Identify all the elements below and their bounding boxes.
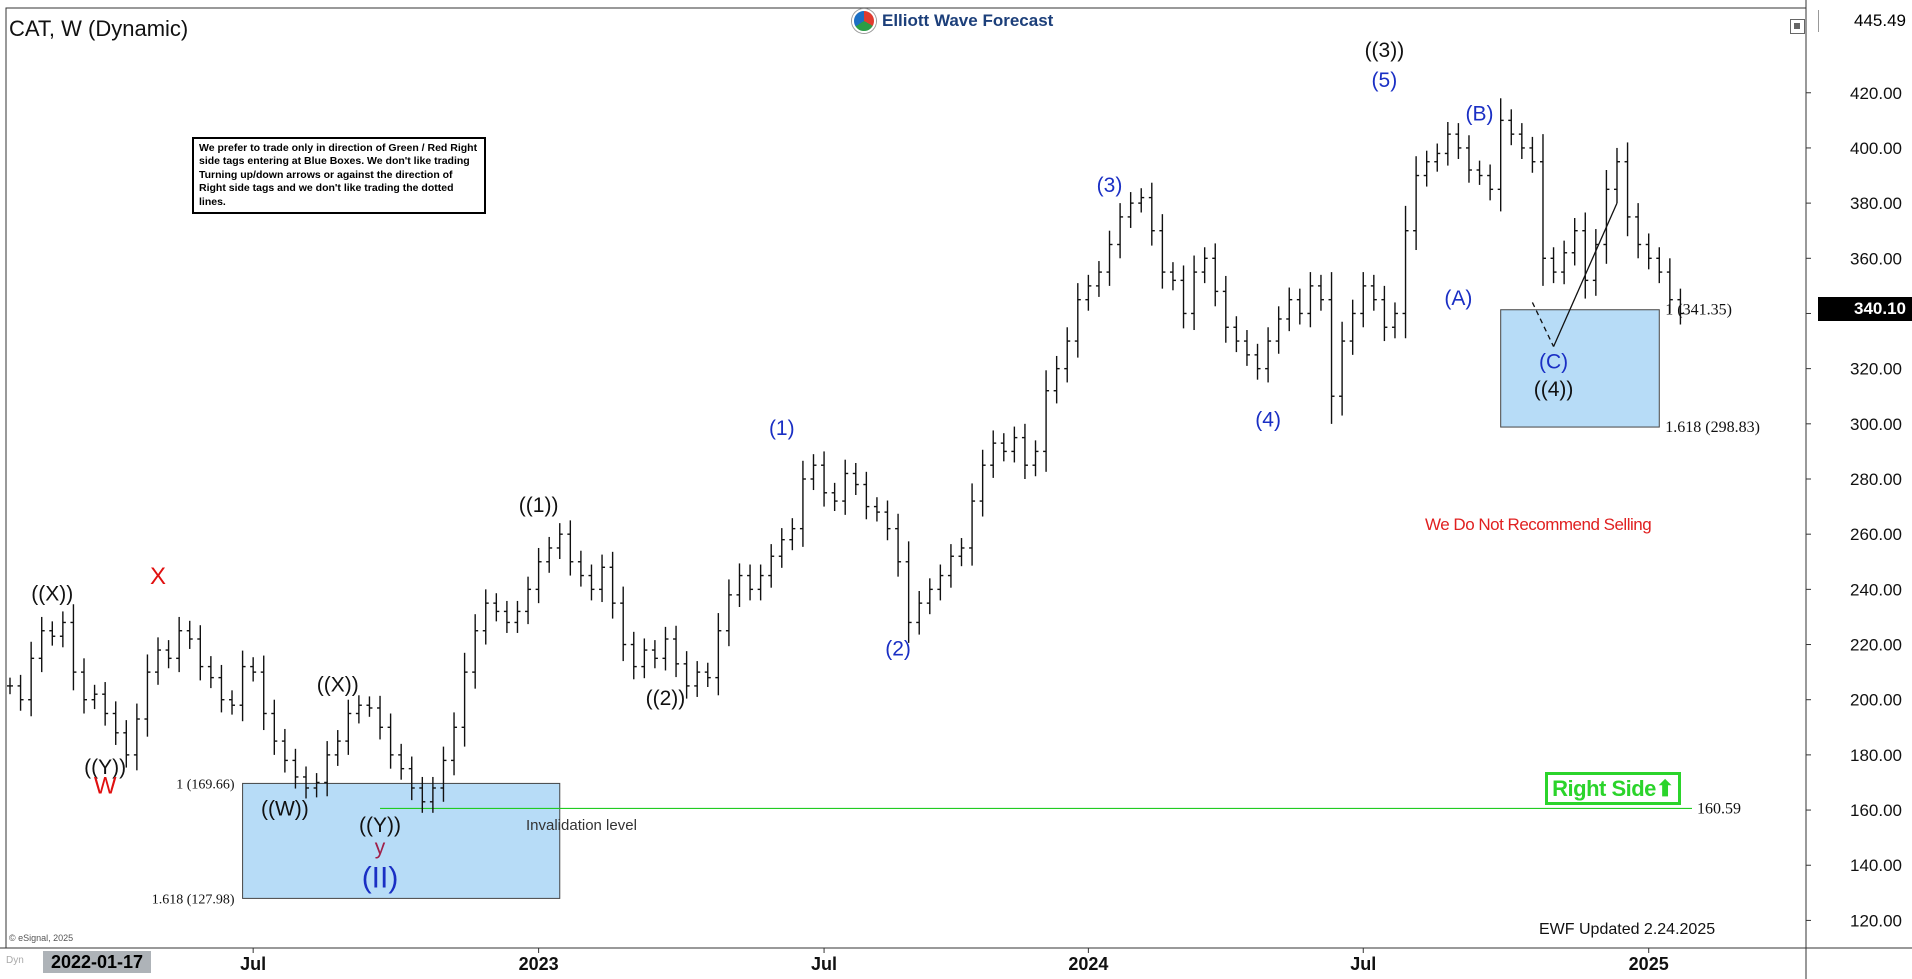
wave-label: ((Y)) [359,814,401,837]
y-tick-label: 140.00 [1850,856,1902,875]
projection-line [1552,202,1618,347]
copyright-text: © eSignal, 2025 [9,933,74,943]
wave-label: ((W)) [261,798,309,821]
wave-label: (4) [1255,409,1281,432]
y-tick-label: 260.00 [1850,525,1902,544]
top-price-tag: 445.49 [1818,10,1912,32]
y-tick-label: 300.00 [1850,415,1902,434]
projection-dashed [1531,302,1555,347]
fib-box [1500,309,1660,428]
trading-note: We prefer to trade only in direction of … [192,137,486,215]
y-tick-label: 360.00 [1850,249,1902,268]
warning-text: We Do Not Recommend Selling [1425,515,1652,534]
wave-label: ((X)) [31,582,73,605]
start-date-tag: 2022-01-17 [43,951,151,973]
y-tick-label: 240.00 [1850,580,1902,599]
wave-label: (C) [1539,351,1568,374]
x-tick-label: Jul [1350,954,1376,974]
y-tick-label: 160.00 [1850,801,1902,820]
x-tick-label: 2023 [519,954,559,974]
logo-text: Elliott Wave Forecast [882,11,1054,30]
x-tick-label: 2024 [1068,954,1108,974]
wave-label: ((1)) [519,494,559,517]
box-label-bottom: 1.618 (127.98) [152,892,235,907]
wave-label: ((Y)) [84,756,126,779]
wave-label: (2) [885,638,911,661]
x-tick-label: Jul [811,954,837,974]
last-price-tag: 340.10 [1818,297,1912,321]
right-side-label: Right Side [1552,776,1656,801]
brand-logo: Elliott Wave Forecast [852,8,1053,34]
box-label-top: 1 (341.35) [1665,302,1732,319]
y-tick-label: 220.00 [1850,636,1902,655]
invalidation-label: Invalidation level [526,817,637,834]
y-tick-label: 400.00 [1850,139,1902,158]
wave-label: W [94,773,117,800]
y-tick-label: 380.00 [1850,194,1902,213]
right-side-tag: Right Side⬆ [1545,772,1681,805]
wave-label: (5) [1372,69,1398,92]
up-arrow-icon: ⬆ [1655,776,1674,801]
wave-label: ((4)) [1534,378,1574,401]
dyn-label: Dyn [6,955,24,966]
wave-label: (II) [362,861,399,894]
window-icon[interactable] [1790,19,1805,34]
wave-label: ((2)) [646,687,686,710]
wave-label: X [150,563,166,590]
x-tick-label: 2025 [1629,954,1669,974]
x-tick-label: Jul [240,954,266,974]
invalidation-value: 160.59 [1697,800,1741,817]
box-label-top: 1 (169.66) [176,777,235,792]
wave-label: (B) [1466,102,1494,125]
wave-label: ((X)) [317,673,359,696]
wave-label: (3) [1097,174,1123,197]
y-tick-label: 320.00 [1850,360,1902,379]
updated-text: EWF Updated 2.24.2025 [1539,921,1716,938]
wave-label: ((3)) [1365,39,1405,62]
chart-title: CAT, W (Dynamic) [9,16,189,41]
wave-label: (1) [769,417,795,440]
y-tick-label: 120.00 [1850,911,1902,930]
y-tick-label: 200.00 [1850,691,1902,710]
fib-box [242,782,561,899]
y-tick-label: 180.00 [1850,746,1902,765]
logo-icon [852,9,876,33]
y-tick-label: 420.00 [1850,84,1902,103]
wave-label: (A) [1444,287,1472,310]
wave-label: y [375,836,386,859]
box-label-bottom: 1.618 (298.83) [1665,419,1760,436]
y-tick-label: 280.00 [1850,470,1902,489]
